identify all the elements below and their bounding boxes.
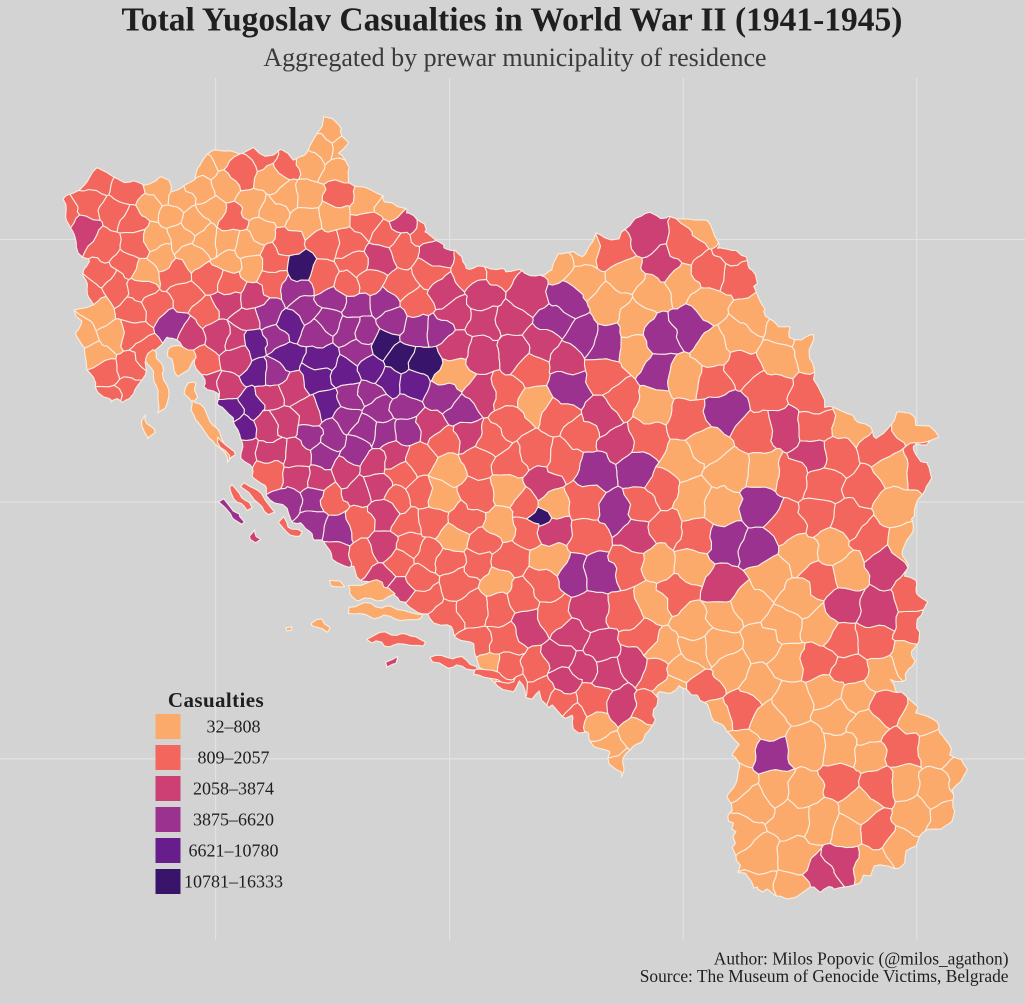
svg-text:Total Yugoslav Casualties in W: Total Yugoslav Casualties in World War I…: [122, 2, 903, 39]
svg-text:Author: Milos Popovic (@milos_: Author: Milos Popovic (@milos_agathon): [714, 949, 1009, 969]
svg-text:2058–3874: 2058–3874: [193, 779, 274, 799]
svg-text:6621–10780: 6621–10780: [189, 841, 279, 861]
svg-text:Aggregated by prewar municipal: Aggregated by prewar municipality of res…: [263, 43, 766, 72]
svg-text:3875–6620: 3875–6620: [193, 810, 274, 830]
svg-text:10781–16333: 10781–16333: [184, 872, 283, 892]
svg-text:Casualties: Casualties: [168, 688, 264, 712]
svg-text:32–808: 32–808: [207, 717, 261, 737]
svg-text:809–2057: 809–2057: [198, 748, 270, 768]
svg-text:Source: The Museum of Genocide: Source: The Museum of Genocide Victims, …: [640, 966, 1009, 986]
